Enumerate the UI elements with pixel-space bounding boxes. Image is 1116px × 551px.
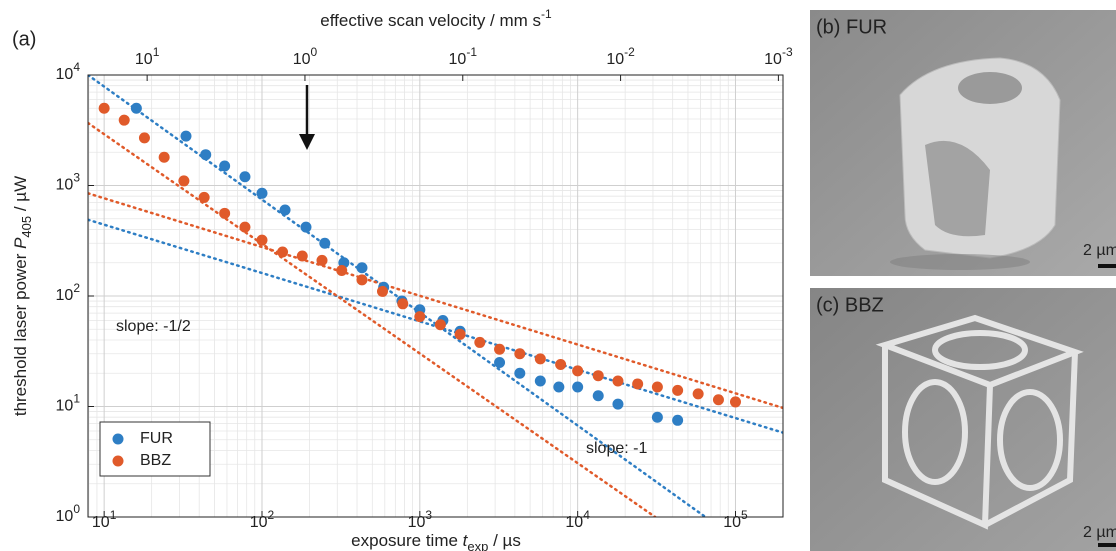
- ticks: 101 102 103 104 105 100 101 102 103 104 101 100 10-1…: [56, 45, 793, 531]
- point: [130, 102, 142, 114]
- annotation: slope: -1/2: [116, 318, 191, 335]
- y-tick-label: 103: [56, 171, 81, 194]
- point: [534, 353, 546, 365]
- point: [336, 265, 348, 277]
- point: [296, 250, 308, 262]
- x-tick-label: 102: [250, 508, 275, 531]
- panel-label: (a): [12, 28, 36, 50]
- points: [98, 102, 741, 426]
- point: [376, 285, 388, 297]
- point: [553, 381, 565, 393]
- point: [494, 357, 506, 369]
- panel-label: (c) BBZ: [816, 294, 884, 316]
- x2-tick-label: 10-2: [606, 45, 635, 68]
- point: [592, 390, 604, 402]
- arrow: [299, 85, 315, 150]
- fit-line: [88, 192, 783, 410]
- x-tick-label: 104: [565, 508, 590, 531]
- x2-tick-label: 10-3: [764, 45, 793, 68]
- y-tick-label: 102: [56, 281, 81, 304]
- x-tick-label: 105: [723, 508, 748, 531]
- legend-marker: [112, 455, 124, 467]
- fit-line: [88, 218, 783, 434]
- point: [279, 204, 291, 216]
- point: [138, 132, 150, 144]
- point: [256, 234, 268, 246]
- point: [200, 149, 212, 161]
- point: [319, 237, 331, 249]
- fits: [88, 75, 783, 517]
- point: [300, 221, 312, 233]
- point: [356, 262, 368, 274]
- y-tick-label: 104: [56, 60, 81, 83]
- annotation: slope: -1: [586, 440, 647, 457]
- point: [256, 187, 268, 199]
- point: [672, 384, 684, 396]
- point: [219, 160, 231, 172]
- scale-label: 2 µm: [1083, 524, 1116, 541]
- x2-axis-label: effective scan velocity / mm s-1: [320, 7, 552, 30]
- image-panel-c: (c) BBZ 2 µm: [810, 288, 1116, 551]
- point: [198, 191, 210, 203]
- y-tick-label: 101: [56, 392, 81, 415]
- point: [712, 394, 724, 406]
- y-tick-label: 100: [56, 502, 81, 525]
- point: [356, 274, 368, 286]
- point: [277, 246, 289, 258]
- point: [729, 396, 741, 408]
- point: [592, 370, 604, 382]
- x2-tick-label: 101: [135, 45, 160, 68]
- legend-label: BBZ: [140, 452, 171, 469]
- point: [692, 388, 704, 400]
- image-panel-b: (b) FUR 2 µm: [810, 10, 1116, 276]
- legend-label: FUR: [140, 430, 173, 447]
- legend-marker: [112, 433, 124, 445]
- point: [514, 367, 526, 379]
- y-axis-label: threshold laser power P405 / µW: [11, 176, 34, 416]
- x2-tick-label: 100: [293, 45, 318, 68]
- x2-tick-label: 10-1: [449, 45, 478, 68]
- legend-box: [99, 421, 211, 477]
- point: [572, 365, 584, 377]
- point: [454, 328, 466, 340]
- x-axis-label: exposure time texp / µs: [351, 531, 521, 551]
- point: [180, 130, 192, 142]
- point: [434, 319, 446, 331]
- point: [414, 311, 426, 323]
- fit-line: [88, 121, 657, 517]
- legend: FUR BBZ: [99, 421, 211, 477]
- point: [514, 348, 526, 360]
- point: [632, 378, 644, 390]
- point: [118, 114, 130, 126]
- point: [239, 171, 251, 183]
- point: [494, 343, 506, 355]
- panel-label: (b) FUR: [816, 16, 887, 38]
- x-tick-label: 101: [92, 508, 117, 531]
- point: [612, 398, 624, 410]
- point: [555, 358, 567, 370]
- point: [98, 102, 110, 114]
- fit-line: [88, 75, 707, 517]
- point: [534, 375, 546, 387]
- point: [474, 336, 486, 348]
- point: [178, 175, 190, 187]
- point: [239, 221, 251, 233]
- point: [651, 411, 663, 423]
- scale-label: 2 µm: [1083, 242, 1116, 259]
- point: [672, 414, 684, 426]
- point: [572, 381, 584, 393]
- point: [651, 381, 663, 393]
- point: [219, 207, 231, 219]
- point: [397, 298, 409, 310]
- point: [612, 375, 624, 387]
- point: [158, 151, 170, 163]
- point: [316, 254, 328, 266]
- x-tick-label: 103: [408, 508, 433, 531]
